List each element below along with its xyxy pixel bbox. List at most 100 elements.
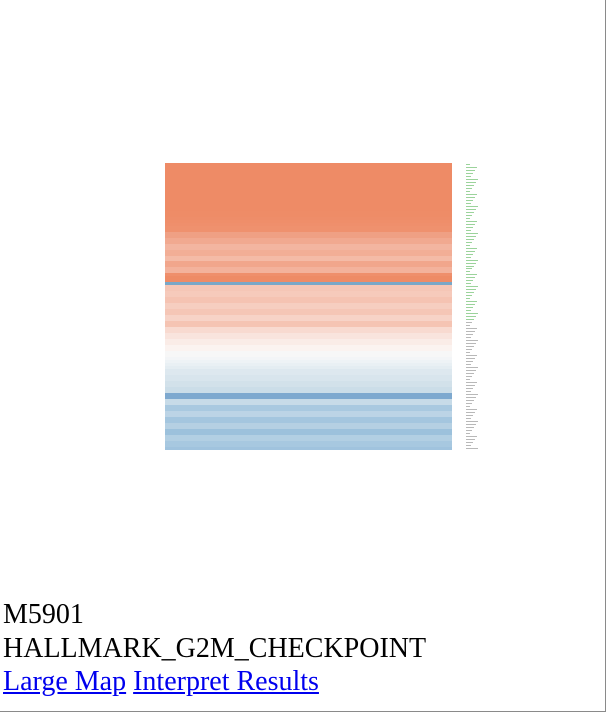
heatmap-row — [165, 342, 452, 346]
heatmap-row — [165, 389, 452, 393]
row-label-tick — [466, 199, 480, 202]
row-label-tick — [466, 405, 480, 408]
heatmap-row — [165, 407, 452, 411]
row-label-tick — [466, 426, 480, 429]
heatmap-row — [165, 165, 452, 169]
row-label-tick — [466, 264, 480, 267]
row-label-tick — [466, 273, 480, 276]
row-label-tick — [466, 420, 480, 423]
heatmap-row — [165, 195, 452, 199]
row-label-tick — [466, 417, 480, 420]
heatmap-row — [165, 383, 452, 387]
heatmap-row — [165, 422, 452, 426]
heatmap-row — [165, 359, 452, 363]
link-row: Large Map Interpret Results — [3, 665, 426, 699]
heatmap-row — [165, 261, 452, 265]
row-label-tick — [466, 276, 480, 279]
heatmap-row — [165, 201, 452, 205]
row-label-tick — [466, 438, 480, 441]
heatmap-row — [165, 237, 452, 241]
row-label-tick — [466, 232, 480, 235]
heatmap-row — [165, 189, 452, 193]
heatmap-row — [165, 318, 452, 322]
row-label-tick — [466, 181, 480, 184]
row-label-tick — [466, 324, 480, 327]
row-label-tick — [466, 333, 480, 336]
heatmap-row — [165, 395, 452, 399]
heatmap-row — [165, 246, 452, 250]
row-label-tick — [466, 363, 480, 366]
row-label-tick — [466, 253, 480, 256]
heatmap-row — [165, 356, 452, 360]
row-label-tick — [466, 235, 480, 238]
row-label-tick — [466, 447, 480, 450]
heatmap-row — [165, 163, 452, 166]
heatmap-row — [165, 285, 452, 289]
heatmap-row — [165, 276, 452, 280]
heatmap-row — [165, 177, 452, 181]
row-label-tick — [466, 220, 480, 223]
heatmap-row — [165, 410, 452, 414]
large-map-link[interactable]: Large Map — [3, 666, 127, 698]
row-label-tick — [466, 270, 480, 273]
row-label-tick — [466, 411, 480, 414]
heatmap-row — [165, 174, 452, 178]
row-label-tick — [466, 202, 480, 205]
row-label-tick — [466, 250, 480, 253]
row-label-tick — [466, 175, 480, 178]
row-label-tick — [466, 190, 480, 193]
heatmap-row — [165, 315, 452, 319]
heatmap-row — [165, 324, 452, 328]
heatmap-row — [165, 327, 452, 331]
heatmap-row — [165, 258, 452, 262]
row-label-tick — [466, 369, 480, 372]
heatmap-row — [165, 225, 452, 229]
row-label-tick — [466, 297, 480, 300]
heatmap-row — [165, 219, 452, 223]
row-label-tick — [466, 354, 480, 357]
heatmap-row — [165, 345, 452, 349]
heatmap-row — [165, 368, 452, 372]
row-label-tick — [466, 387, 480, 390]
row-label-tick — [466, 217, 480, 220]
heatmap-row — [165, 168, 452, 172]
row-label-tick — [466, 279, 480, 282]
row-label-tick — [466, 196, 480, 199]
row-label-tick — [466, 402, 480, 405]
heatmap-row — [165, 267, 452, 271]
heatmap-row — [165, 377, 452, 381]
heatmap-row — [165, 416, 452, 420]
row-label-tick — [466, 408, 480, 411]
heatmap-row — [165, 365, 452, 369]
heatmap-row — [165, 198, 452, 202]
row-label-tick — [466, 291, 480, 294]
row-label-tick — [466, 241, 480, 244]
row-label-tick — [466, 390, 480, 393]
row-label-tick — [466, 309, 480, 312]
row-label-tick — [466, 211, 480, 214]
heatmap-row — [165, 216, 452, 220]
gene-set-caption: M5901 HALLMARK_G2M_CHECKPOINT Large Map … — [3, 598, 426, 699]
heatmap-row — [165, 273, 452, 277]
row-label-tick — [466, 366, 480, 369]
row-label-tick — [466, 381, 480, 384]
heatmap-row — [165, 392, 452, 396]
heatmap-row — [165, 371, 452, 375]
row-label-tick — [466, 267, 480, 270]
row-label-tick — [466, 414, 480, 417]
heatmap-row — [165, 434, 452, 438]
interpret-results-link[interactable]: Interpret Results — [133, 666, 319, 698]
row-label-tick — [466, 178, 480, 181]
heatmap-row — [165, 207, 452, 211]
heatmap-row — [165, 339, 452, 343]
heatmap-row — [165, 398, 452, 402]
heatmap-row — [165, 234, 452, 238]
heatmap-row — [165, 294, 452, 298]
row-label-tick — [466, 187, 480, 190]
heatmap-row — [165, 437, 452, 441]
row-label-tick — [466, 330, 480, 333]
heatmap-row — [165, 270, 452, 274]
heatmap-row — [165, 180, 452, 184]
heatmap-thumbnail[interactable] — [165, 163, 452, 450]
